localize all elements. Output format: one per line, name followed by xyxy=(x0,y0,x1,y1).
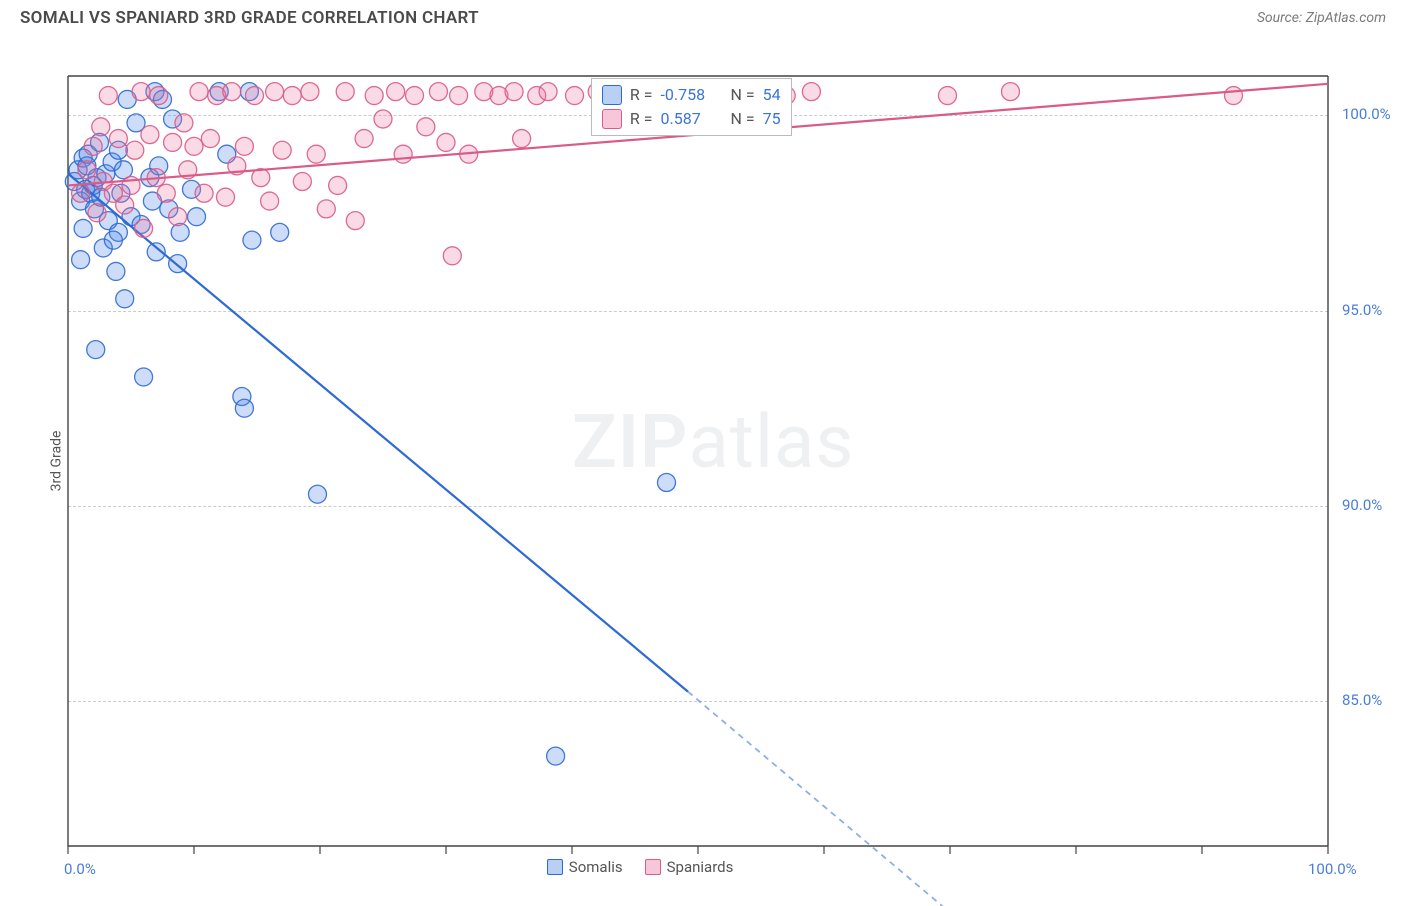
data-point-spaniards xyxy=(429,83,447,101)
data-point-spaniards xyxy=(387,83,405,101)
data-point-somalis xyxy=(658,473,676,491)
legend-swatch-icon xyxy=(547,859,563,875)
stats-row: R = -0.758 N = 54 xyxy=(602,83,781,107)
data-point-spaniards xyxy=(195,184,213,202)
data-point-spaniards xyxy=(374,110,392,128)
data-point-spaniards xyxy=(336,83,354,101)
data-point-spaniards xyxy=(201,130,219,148)
data-point-spaniards xyxy=(164,133,182,151)
data-point-spaniards xyxy=(72,184,90,202)
stats-row: R = 0.587 N = 75 xyxy=(602,107,781,131)
data-point-spaniards xyxy=(938,87,956,105)
data-point-spaniards xyxy=(190,83,208,101)
data-point-spaniards xyxy=(539,83,557,101)
data-point-somalis xyxy=(235,399,253,417)
y-axis-label: 3rd Grade xyxy=(48,431,64,492)
legend-swatch-icon xyxy=(645,859,661,875)
data-point-spaniards xyxy=(513,130,531,148)
data-point-spaniards xyxy=(273,141,291,159)
data-point-spaniards xyxy=(245,87,263,105)
data-point-spaniards xyxy=(394,145,412,163)
data-point-spaniards xyxy=(346,212,364,230)
data-point-spaniards xyxy=(505,83,523,101)
data-point-spaniards xyxy=(566,87,584,105)
correlation-chart: 85.0%90.0%95.0%100.0%ZIPatlas3rd Grade0.… xyxy=(20,36,1406,906)
stats-n-label: N = xyxy=(731,83,755,107)
trendline-somalis xyxy=(68,174,688,692)
data-point-spaniards xyxy=(88,204,106,222)
legend-label: Spaniards xyxy=(667,858,734,876)
data-point-spaniards xyxy=(317,200,335,218)
data-point-spaniards xyxy=(417,118,435,136)
stats-r-label: R = xyxy=(630,107,653,131)
stats-n-value: 75 xyxy=(763,107,781,131)
data-point-spaniards xyxy=(92,118,110,136)
data-point-somalis xyxy=(188,208,206,226)
data-point-somalis xyxy=(308,485,326,503)
data-point-somalis xyxy=(116,290,134,308)
stats-r-value: -0.758 xyxy=(661,83,723,107)
legend-item: Somalis xyxy=(547,858,623,876)
data-point-somalis xyxy=(135,368,153,386)
data-point-spaniards xyxy=(1225,87,1243,105)
data-point-somalis xyxy=(104,231,122,249)
data-point-spaniards xyxy=(329,176,347,194)
data-point-somalis xyxy=(171,223,189,241)
data-point-spaniards xyxy=(802,83,820,101)
data-point-spaniards xyxy=(157,184,175,202)
data-point-somalis xyxy=(107,262,125,280)
data-point-spaniards xyxy=(185,137,203,155)
stats-box: R = -0.758 N = 54 R = 0.587 N = 75 xyxy=(591,78,792,136)
data-point-spaniards xyxy=(437,133,455,151)
stats-swatch-icon xyxy=(602,85,622,105)
data-point-spaniards xyxy=(150,87,168,105)
data-point-spaniards xyxy=(84,137,102,155)
legend-item: Spaniards xyxy=(645,858,734,876)
data-point-spaniards xyxy=(126,141,144,159)
stats-n-value: 54 xyxy=(763,83,781,107)
data-point-somalis xyxy=(547,747,565,765)
data-point-spaniards xyxy=(217,188,235,206)
data-point-spaniards xyxy=(355,130,373,148)
xtick-label-left: 0.0% xyxy=(64,860,96,878)
data-point-spaniards xyxy=(307,145,325,163)
data-point-spaniards xyxy=(141,126,159,144)
data-point-spaniards xyxy=(175,114,193,132)
data-point-spaniards xyxy=(78,161,96,179)
chart-header: SOMALI VS SPANIARD 3RD GRADE CORRELATION… xyxy=(0,0,1406,32)
data-point-spaniards xyxy=(450,87,468,105)
data-point-spaniards xyxy=(261,192,279,210)
legend-label: Somalis xyxy=(569,858,623,876)
data-point-spaniards xyxy=(109,130,127,148)
stats-swatch-icon xyxy=(602,109,622,129)
data-point-spaniards xyxy=(235,137,253,155)
data-point-spaniards xyxy=(365,87,383,105)
data-point-somalis xyxy=(74,219,92,237)
data-point-spaniards xyxy=(293,173,311,191)
stats-r-label: R = xyxy=(630,83,653,107)
data-point-spaniards xyxy=(301,83,319,101)
data-point-somalis xyxy=(87,341,105,359)
data-point-somalis xyxy=(72,251,90,269)
stats-n-label: N = xyxy=(731,107,755,131)
xtick-label-right: 100.0% xyxy=(1308,860,1357,878)
data-point-spaniards xyxy=(135,219,153,237)
data-point-somalis xyxy=(243,231,261,249)
plot-svg xyxy=(20,36,1406,906)
data-point-spaniards xyxy=(406,87,424,105)
data-point-somalis xyxy=(271,223,289,241)
data-point-spaniards xyxy=(1001,83,1019,101)
legend: Somalis Spaniards xyxy=(547,858,734,876)
stats-r-value: 0.587 xyxy=(661,107,723,131)
data-point-spaniards xyxy=(132,83,150,101)
data-point-spaniards xyxy=(283,87,301,105)
chart-title: SOMALI VS SPANIARD 3RD GRADE CORRELATION… xyxy=(20,8,479,28)
data-point-spaniards xyxy=(443,247,461,265)
chart-source: Source: ZipAtlas.com xyxy=(1257,10,1386,26)
data-point-spaniards xyxy=(116,196,134,214)
data-point-spaniards xyxy=(99,87,117,105)
data-point-spaniards xyxy=(223,83,241,101)
data-point-spaniards xyxy=(169,208,187,226)
data-point-spaniards xyxy=(266,83,284,101)
